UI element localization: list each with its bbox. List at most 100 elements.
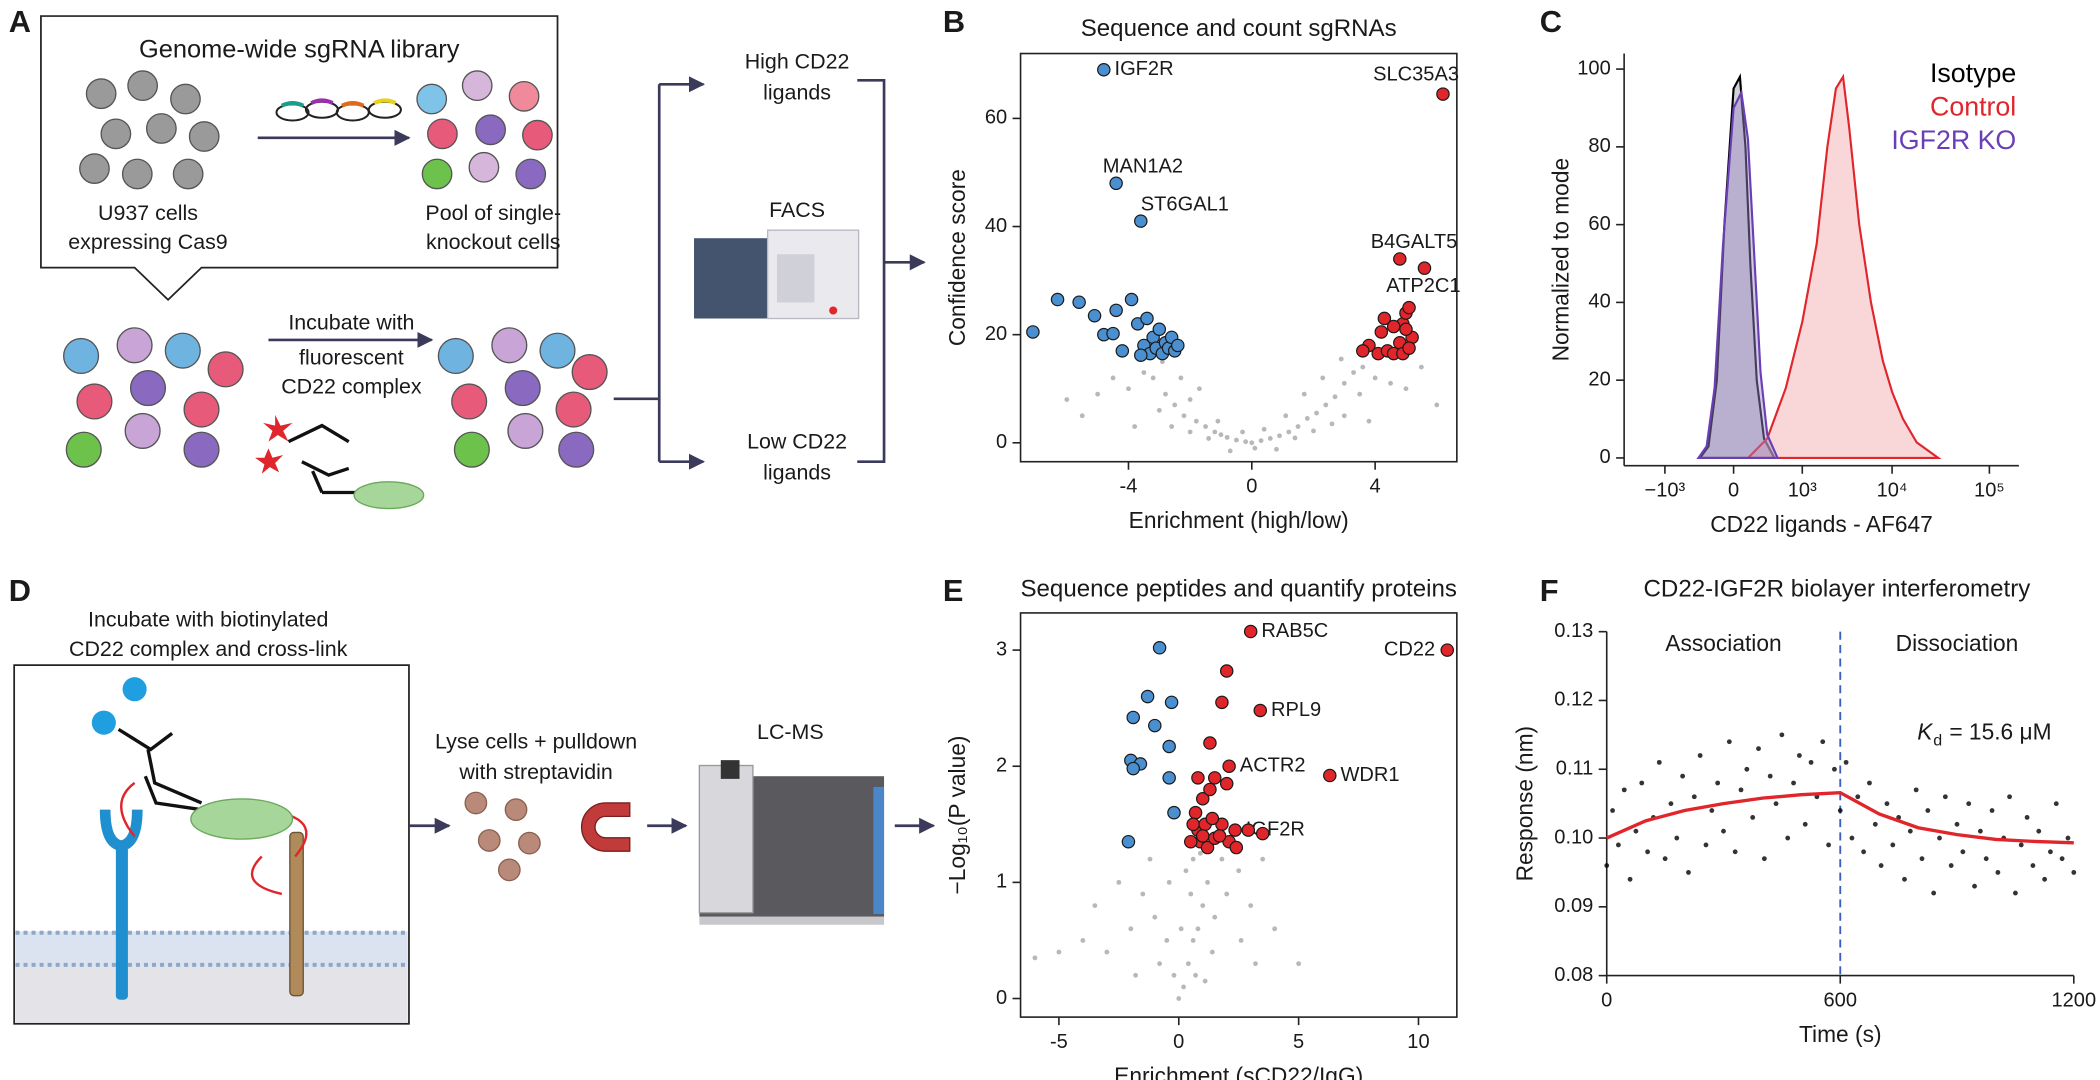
- high-label: ligands: [763, 80, 831, 104]
- data-point: [1109, 303, 1123, 318]
- data-point: [1209, 949, 1215, 955]
- magnet: [581, 802, 631, 852]
- point-label: ACTR2: [1240, 755, 1306, 777]
- x-tick-label: 10: [1407, 1031, 1429, 1053]
- data-point: [1171, 338, 1185, 353]
- point-label: SLC35A3: [1373, 64, 1459, 86]
- data-point: [1134, 348, 1148, 362]
- receptor: [115, 845, 128, 1000]
- data-point: [1222, 759, 1236, 773]
- data-point: [2042, 876, 2048, 882]
- data-point: [1686, 870, 1691, 875]
- data-point: [1357, 391, 1363, 397]
- x-tick-label: 5: [1293, 1031, 1304, 1053]
- chart: CD22-IGF2R biolayer interferometry 0 600 12…: [1511, 576, 2096, 1047]
- data-point: [1402, 300, 1416, 315]
- data-point: [1744, 766, 1750, 772]
- x-tick-label: 0: [1246, 475, 1257, 497]
- data-point: [1925, 808, 1931, 813]
- data-point: [1260, 856, 1266, 862]
- data-point: [1366, 418, 1372, 424]
- phase-label: Association: [1665, 630, 1781, 656]
- data-point: [1267, 436, 1273, 441]
- sgrna-plasmids: [275, 98, 402, 122]
- low-label: Low CD22: [747, 430, 847, 454]
- x-axis-label: Enrichment (high/low): [1129, 507, 1349, 533]
- data-point: [1351, 370, 1356, 375]
- data-point: [1709, 808, 1715, 813]
- data-point: [1872, 821, 1878, 827]
- pool-cells: [427, 118, 458, 150]
- y-tick-label: 0.13: [1554, 620, 1593, 642]
- chart: Sequence and count sgRNAs-4 0 40204060Enri…: [944, 15, 1461, 533]
- data-point: [1110, 375, 1116, 381]
- data-point: [1372, 375, 1378, 381]
- data-point: [1162, 739, 1176, 754]
- point-label: ATP2C1: [1386, 275, 1460, 297]
- data-point: [1785, 835, 1791, 841]
- labeled-cells: [491, 327, 528, 364]
- legend-entry: Isotype: [1930, 58, 2016, 88]
- data-point: [2012, 890, 2018, 896]
- data-point: [1296, 961, 1302, 967]
- point-label: B4GALT5: [1371, 231, 1458, 253]
- data-point: [1183, 868, 1189, 874]
- pool-cells: [421, 158, 453, 190]
- data-point: [1219, 856, 1225, 862]
- data-point: [1738, 787, 1744, 793]
- data-point: [1341, 380, 1347, 386]
- cd22-complex: [255, 448, 284, 474]
- data-point: [1311, 428, 1316, 434]
- unlabeled-cells: [129, 370, 167, 407]
- data-point: [1656, 759, 1662, 765]
- histogram-area: [1697, 73, 1777, 460]
- kd-symbol: K: [1917, 718, 1933, 744]
- lyse-label: with streptavidin: [458, 760, 612, 784]
- data-point: [1169, 424, 1175, 429]
- data-point: [1674, 835, 1680, 841]
- legend-entry: IGF2R KO: [1891, 125, 2016, 155]
- data-point: [1095, 391, 1101, 397]
- bracket: [857, 78, 886, 464]
- pool-label: knockout cells: [426, 230, 560, 254]
- y-tick-label: 0: [1600, 446, 1611, 468]
- data-point: [1261, 426, 1267, 432]
- data-point: [1087, 308, 1102, 323]
- data-point: [1159, 359, 1165, 365]
- data-point: [2036, 828, 2042, 834]
- facs-machine: [694, 229, 860, 320]
- data-point: [1931, 890, 1937, 896]
- fit-line: [1606, 790, 2074, 845]
- data-point: [1253, 961, 1258, 967]
- y-tick-label: 100: [1577, 57, 1610, 79]
- data-point: [1115, 344, 1130, 358]
- data-point: [1274, 446, 1279, 452]
- data-point: [1124, 292, 1139, 307]
- lyse-label: Lyse cells + pulldown: [435, 729, 637, 753]
- data-point: [1253, 703, 1268, 718]
- data-point: [1966, 801, 1972, 807]
- x-axis-label: Enrichment (sCD22/IgG): [1114, 1062, 1363, 1080]
- lcms-machine: [698, 760, 885, 925]
- data-point: [1615, 842, 1621, 848]
- data-point: [1248, 903, 1254, 909]
- biotin: [122, 677, 147, 702]
- y-tick-label: 3: [996, 638, 1007, 660]
- sgrna-plasmids: [280, 101, 305, 108]
- data-point: [1440, 643, 1455, 657]
- plot-frame: [1019, 52, 1458, 463]
- data-point: [1121, 834, 1136, 849]
- pool-cells: [416, 70, 553, 190]
- data-point: [1403, 386, 1409, 392]
- data-point: [1360, 364, 1366, 370]
- data-point: [1203, 424, 1208, 429]
- data-point: [1181, 984, 1186, 990]
- antibody: [120, 781, 136, 838]
- data-point: [1761, 856, 1767, 862]
- data-point: [1133, 972, 1139, 978]
- data-point: [1418, 364, 1424, 370]
- data-point: [1272, 926, 1278, 932]
- pool-cells: [461, 70, 493, 102]
- data-point: [1132, 424, 1138, 429]
- machine-part: [873, 786, 885, 915]
